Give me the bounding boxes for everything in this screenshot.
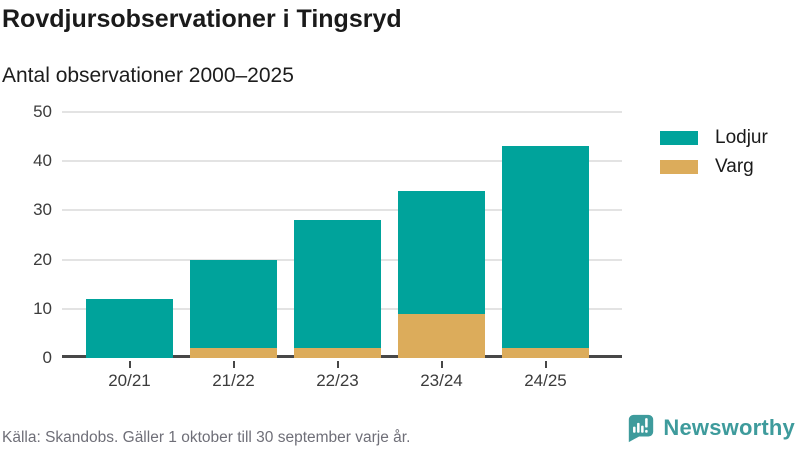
chart-subtitle: Antal observationer 2000–2025 — [2, 64, 294, 87]
bar-22-23-lodjur — [294, 220, 381, 349]
x-axis-tick-label: 24/25 — [524, 371, 567, 390]
source-note: Källa: Skandobs. Gäller 1 oktober till 3… — [2, 429, 411, 446]
y-axis-tick-label: 10 — [33, 298, 52, 318]
y-axis-tick-label: 0 — [42, 348, 52, 367]
legend-label: Lodjur — [715, 127, 768, 148]
bar-24-25-lodjur — [502, 146, 589, 349]
bar-21-22-varg — [190, 348, 277, 358]
plot-area — [62, 111, 622, 358]
bar-21-22-lodjur — [190, 259, 277, 349]
y-axis-tick-label: 30 — [33, 200, 52, 220]
y-axis-tick-label: 20 — [33, 249, 52, 269]
x-axis: 20/21 21/22 22/23 23/24 24/25 — [62, 361, 622, 397]
gridline — [62, 111, 622, 113]
newsworthy-wordmark: Newsworthy — [663, 415, 795, 440]
x-axis-tick-label: 22/23 — [316, 371, 359, 390]
legend-item-lodjur: Lodjur — [660, 125, 768, 151]
y-axis-tick-label: 50 — [33, 102, 52, 121]
legend-label: Varg — [715, 156, 754, 177]
bar-20-21-lodjur — [86, 298, 173, 358]
chart-legend: Lodjur Varg — [660, 125, 768, 180]
bar-22-23-varg — [294, 348, 381, 358]
page-title: Rovdjursobservationer i Tingsryd — [2, 5, 402, 33]
y-axis: 0 10 20 30 40 50 — [0, 102, 52, 367]
x-axis-tick — [440, 361, 443, 368]
x-axis-tick — [544, 361, 547, 368]
newsworthy-logo[interactable]: Newsworthy — [626, 413, 795, 443]
legend-swatch — [660, 131, 698, 145]
x-axis-tick-label: 23/24 — [420, 371, 463, 390]
y-axis-tick-label: 40 — [33, 151, 52, 171]
legend-item-varg: Varg — [660, 154, 768, 180]
newsworthy-icon — [626, 413, 656, 443]
gridline — [62, 160, 622, 163]
x-axis-tick-label: 20/21 — [108, 371, 151, 390]
x-axis-tick — [336, 361, 339, 368]
x-axis-tick — [232, 361, 235, 368]
bar-23-24-varg — [398, 313, 485, 358]
x-axis-tick — [128, 361, 131, 368]
bar-24-25-varg — [502, 348, 589, 358]
bar-23-24-lodjur — [398, 190, 485, 314]
legend-swatch — [660, 160, 698, 174]
gridline — [62, 209, 622, 212]
x-axis-tick-label: 21/22 — [212, 371, 255, 390]
